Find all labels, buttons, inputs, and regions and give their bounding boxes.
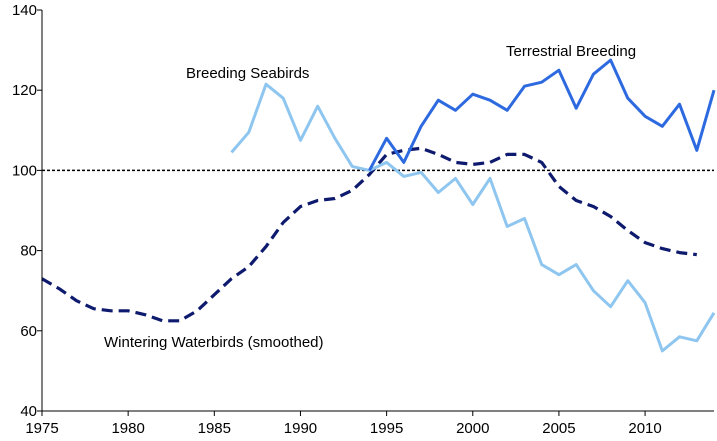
y-tick-label-60: 60	[20, 323, 37, 340]
x-tick-label-1985: 1985	[198, 420, 231, 437]
x-tick-label-1990: 1990	[284, 420, 317, 437]
x-tick-label-1995: 1995	[370, 420, 403, 437]
y-tick-label-120: 120	[12, 82, 37, 99]
x-tick-label-1980: 1980	[111, 420, 144, 437]
series-layer	[41, 58, 716, 353]
axis-layer	[41, 10, 714, 412]
y-tick-label-140: 140	[12, 2, 37, 19]
x-tick-label-1975: 1975	[25, 420, 58, 437]
series-line-breeding-seabirds	[230, 82, 716, 353]
annotation-breeding-seabirds: Breeding Seabirds	[186, 65, 309, 82]
x-tick-label-2010: 2010	[628, 420, 661, 437]
y-tick-label-40: 40	[20, 403, 37, 420]
tick-layer: 40 60 80 100 120 140 1975 1980 1985 1990 1995 2000 2…	[12, 2, 662, 437]
annotation-terrestrial-breeding: Terrestrial Breeding	[506, 43, 636, 60]
x-tick-label-2000: 2000	[456, 420, 489, 437]
y-tick-label-80: 80	[20, 243, 37, 260]
series-line-wintering-waterbirds-smoothed	[41, 146, 697, 323]
series-line-terrestrial-breeding	[368, 58, 716, 172]
y-tick-label-100: 100	[12, 162, 37, 179]
annotation-wintering-waterbirds: Wintering Waterbirds (smoothed)	[104, 334, 324, 351]
x-tick-label-2005: 2005	[542, 420, 575, 437]
